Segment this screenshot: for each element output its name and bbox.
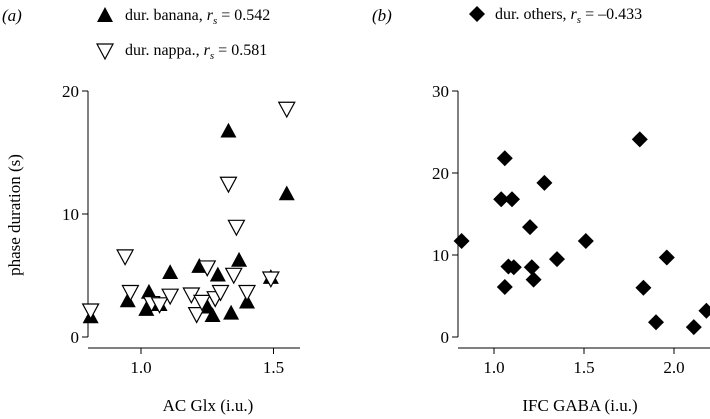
panel-b-ytick-label: 0 [441, 328, 450, 347]
panel-b-point-diamond-filled [635, 279, 652, 296]
panel-b-point-diamond-filled [698, 302, 710, 319]
panel-a-point-triangle-down-open [198, 260, 217, 277]
panel-b-xtick-label: 2.0 [663, 358, 684, 377]
panel-b-point-diamond-filled [453, 233, 470, 250]
panel-b-point-diamond-filled [631, 131, 648, 148]
panel-a-point-triangle-up-filled [209, 266, 226, 282]
panel-b-ytick-label: 10 [432, 246, 449, 265]
panel-a-label: (a) [2, 6, 22, 25]
panel-a-ytick-label: 10 [62, 205, 79, 224]
panel-a-point-triangle-down-open [192, 294, 211, 312]
panel-a-ytick-label: 20 [62, 82, 79, 101]
legend-others-marker [469, 6, 485, 22]
panel-a-ylabel: phase duration (s) [5, 154, 24, 276]
panel-a-point-triangle-up-filled [138, 301, 155, 316]
panel-a-point-triangle-down-open [261, 271, 280, 289]
panel-a-point-triangle-down-open [237, 284, 257, 302]
panel-b-point-diamond-filled [493, 191, 510, 208]
panel-b-ytick-label: 20 [432, 164, 449, 183]
panel-a-point-triangle-down-open [161, 288, 180, 306]
panel-b-point-diamond-filled [504, 191, 520, 208]
panel-b-point-diamond-filled [525, 271, 542, 288]
panel-a-plot: 0 10 20 1.0 1.5 [62, 82, 300, 377]
panel-b-point-diamond-filled [536, 174, 553, 191]
panel-a-point-triangle-down-open [121, 284, 140, 302]
panel-b-label: (b) [372, 6, 392, 25]
panel-b-point-diamond-filled [648, 314, 664, 331]
legend-banana-marker [97, 7, 113, 22]
panel-a-point-triangle-up-filled [220, 122, 237, 138]
panel-a-point-triangle-up-filled [140, 283, 157, 299]
panel-b-xtick-label: 1.5 [573, 358, 594, 377]
legend-others-label: dur. others, rs = –0.433 [495, 6, 642, 26]
panel-b-point-diamond-filled [685, 319, 702, 336]
panel-a-point-triangle-up-filled [162, 264, 179, 280]
panel-a-point-triangle-down-open [116, 249, 135, 266]
panel-b-xtick-label: 1.0 [483, 358, 504, 377]
panel-a-point-triangle-down-open [81, 303, 100, 321]
panel-a-ytick-label: 0 [71, 328, 80, 347]
panel-a-xtick-label: 1.5 [263, 358, 284, 377]
panel-b-point-diamond-filled [505, 259, 522, 276]
panel-a-point-triangle-up-filled [119, 292, 136, 308]
panel-b-point-diamond-filled [549, 251, 565, 268]
panel-a-point-triangle-up-filled [223, 304, 240, 320]
legend-nappa-marker [96, 43, 114, 61]
panel-a-point-triangle-down-open [150, 297, 169, 314]
panel-b-plot: 0 10 20 30 1.0 1.5 2.0 [432, 82, 710, 377]
legend-a: dur. banana, rs = 0.542 dur. nappa., rs … [96, 7, 270, 62]
legend-b: dur. others, rs = –0.433 [469, 6, 642, 26]
panel-b-point-diamond-filled [577, 233, 594, 250]
panel-a-xlabel: AC Glx (i.u.) [163, 396, 254, 415]
panel-b-point-diamond-filled [496, 278, 513, 295]
panel-a-point-triangle-down-open [211, 284, 230, 302]
panel-b-point-diamond-filled [496, 150, 513, 167]
panel-a-point-triangle-up-filled [231, 251, 248, 267]
legend-nappa-label: dur. nappa., rs = 0.581 [125, 42, 267, 62]
panel-a-point-triangle-down-open [227, 219, 246, 237]
panel-a-point-triangle-up-filled [278, 185, 295, 201]
panel-b-ytick-label: 30 [432, 82, 449, 101]
panel-b-point-diamond-filled [523, 259, 540, 276]
panel-a-point-triangle-down-open [219, 176, 238, 194]
panel-a-point-triangle-down-open [187, 307, 206, 324]
legend-banana-label: dur. banana, rs = 0.542 [125, 7, 270, 27]
panel-a-point-triangle-down-open [277, 101, 296, 119]
panel-a-point-triangle-up-filled [204, 307, 221, 323]
panel-b-point-diamond-filled [658, 249, 675, 266]
panel-b-point-diamond-filled [522, 219, 538, 236]
panel-a-point-triangle-down-open [224, 267, 243, 285]
panel-a-xtick-label: 1.0 [130, 358, 151, 377]
panel-b-xlabel: IFC GABA (i.u.) [522, 396, 637, 415]
